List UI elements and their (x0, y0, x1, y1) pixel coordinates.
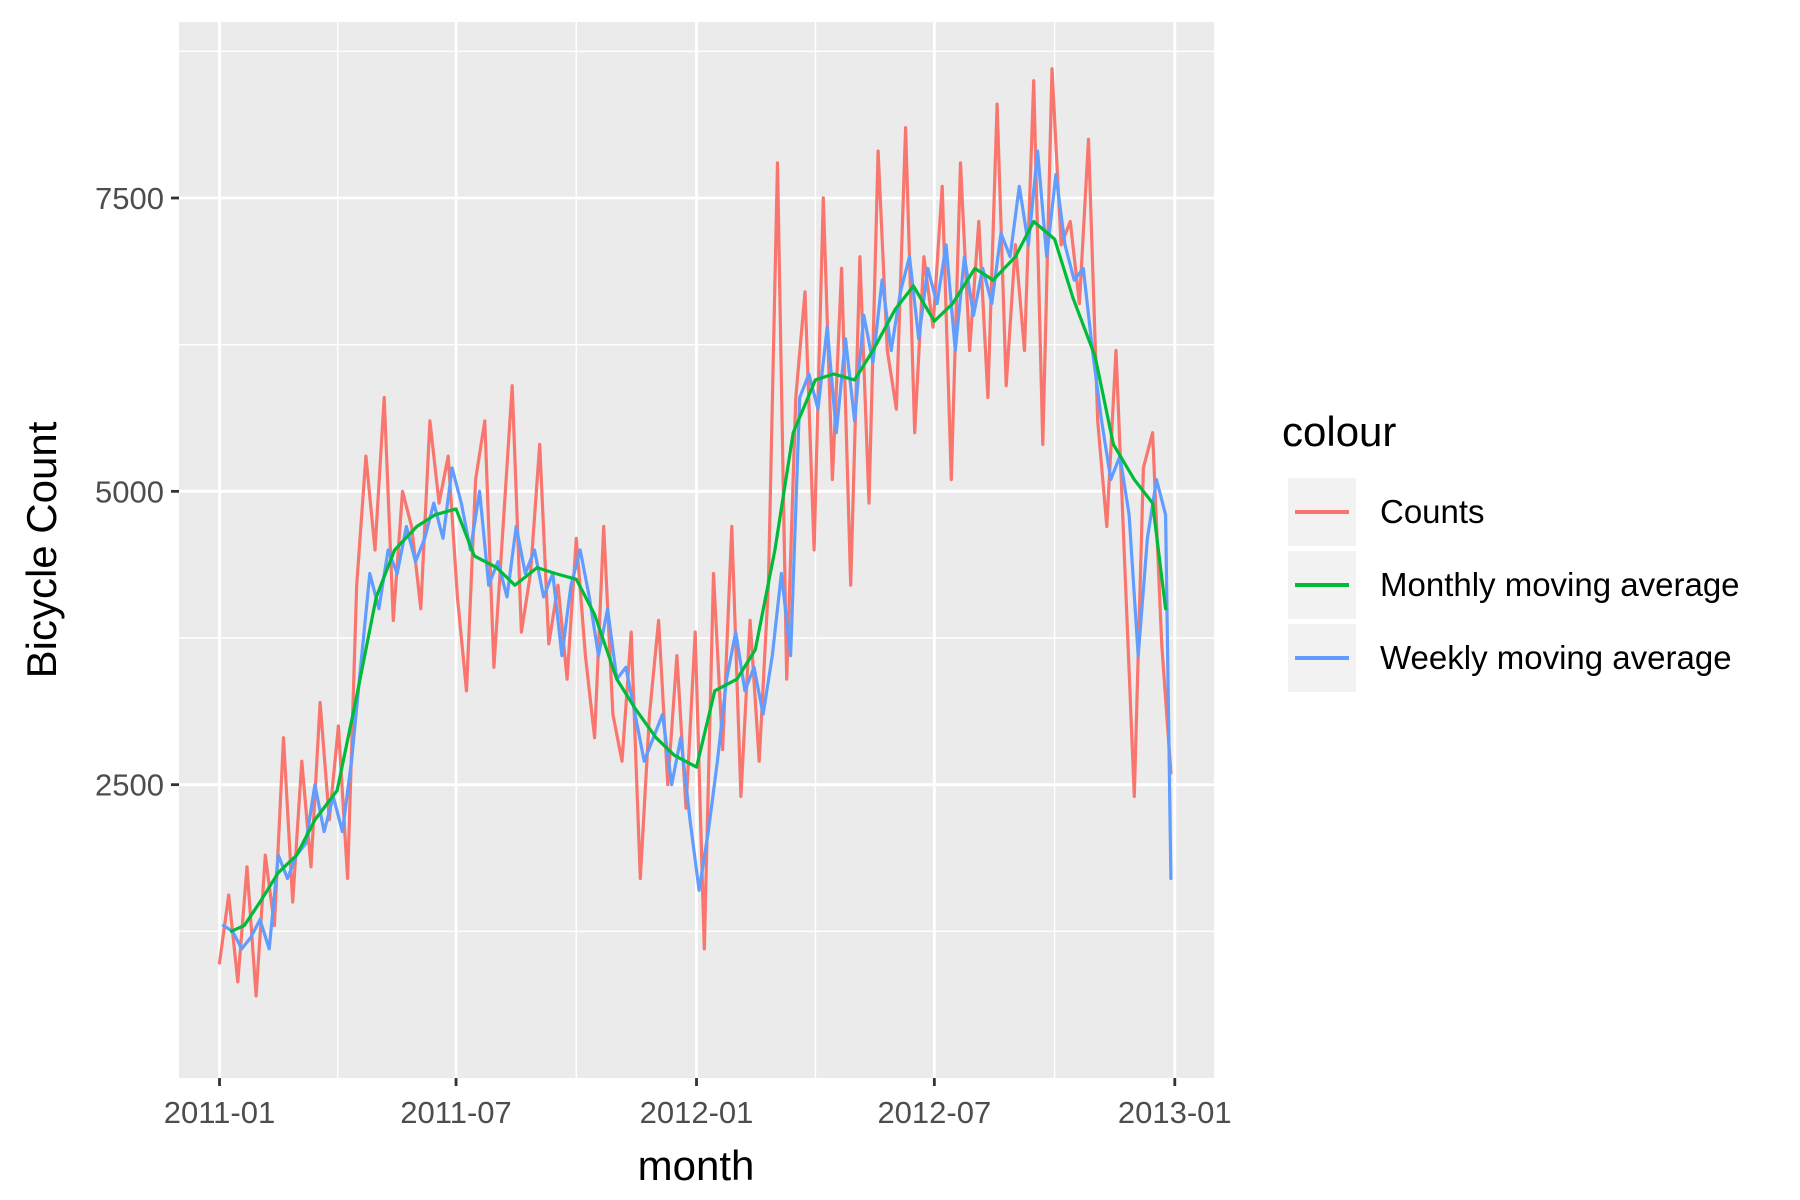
x-tick-label: 2012-01 (640, 1095, 754, 1130)
x-tick-label: 2011-07 (400, 1095, 511, 1130)
y-tick-label: 7500 (95, 181, 164, 216)
series-line-counts (217, 67, 1173, 998)
series-layer (217, 67, 1173, 998)
series-line-monthly-moving-average (229, 219, 1168, 933)
legend: colour Counts Monthly moving average Weekl… (1282, 408, 1740, 692)
x-axis-title: month (638, 1142, 755, 1189)
y-axis-title: Bicycle Count (18, 421, 65, 678)
legend-label: Weekly moving average (1380, 639, 1732, 676)
legend-title: colour (1282, 408, 1396, 455)
axes-layer: 2500 5000 7500 2011-01 2011-07 2012-01 2012-07… (95, 181, 1232, 1130)
y-tick-label: 2500 (95, 768, 164, 803)
x-tick-label: 2011-01 (164, 1095, 275, 1130)
y-tick-label: 5000 (95, 474, 164, 509)
x-tick-label: 2012-07 (877, 1095, 991, 1130)
grid-major (179, 22, 1214, 1078)
legend-label: Monthly moving average (1380, 566, 1740, 603)
x-tick-label: 2013-01 (1118, 1095, 1232, 1130)
legend-label: Counts (1380, 493, 1485, 530)
legend-items: Counts Monthly moving average Weekly movin… (1288, 478, 1740, 692)
series-line-weekly-moving-average (221, 149, 1173, 951)
